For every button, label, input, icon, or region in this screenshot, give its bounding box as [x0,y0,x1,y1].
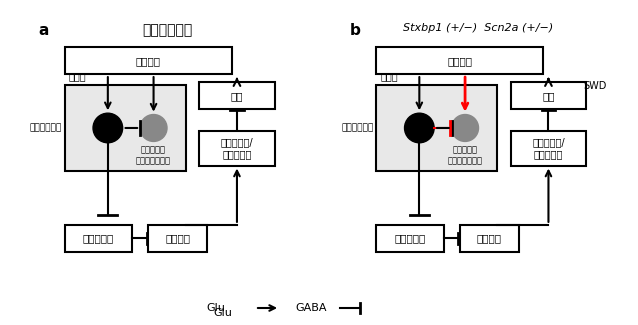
Circle shape [93,113,122,143]
Text: 視床: 視床 [542,91,554,101]
Text: 視床下核: 視床下核 [165,233,190,243]
Text: a: a [38,23,48,38]
Text: GABA: GABA [295,303,327,313]
Text: Stxbp1 (+/−)  Scn2a (+/−): Stxbp1 (+/−) Scn2a (+/−) [403,23,554,33]
Bar [65,85,186,171]
Circle shape [140,114,167,141]
Text: 視床下核: 視床下核 [477,233,501,243]
Text: Glu: Glu [214,308,233,318]
Text: 淡蓒球外節: 淡蓒球外節 [83,233,114,243]
Bar [460,225,519,252]
Bar [199,82,274,109]
Text: SWD: SWD [583,81,607,91]
Text: 淡蓒球外節: 淡蓒球外節 [394,233,426,243]
Text: 大脳皮質: 大脳皮質 [447,56,472,66]
Bar [65,47,232,74]
Text: 高頻度発火
抑制性神経細胞: 高頻度発火 抑制性神経細胞 [448,146,482,165]
Bar [199,131,274,166]
Bar [376,47,543,74]
Text: Glu: Glu [206,303,225,313]
Text: 中型有棘細胞: 中型有棘細胞 [30,124,62,133]
Text: 線条体: 線条体 [69,71,87,81]
Circle shape [404,113,434,143]
Text: 視床: 視床 [231,91,243,101]
Bar [376,225,443,252]
Bar [376,85,498,171]
Text: 線条体: 線条体 [380,71,398,81]
Text: 高頻度発火
抑制性神経細胞: 高頻度発火 抑制性神経細胞 [136,146,171,165]
Text: 野生型マウス: 野生型マウス [142,23,192,37]
Bar [511,82,586,109]
Bar [148,225,207,252]
Text: b: b [350,23,360,38]
Bar [65,225,132,252]
Circle shape [452,114,478,141]
Text: 中型有棘細胞: 中型有棘細胞 [341,124,374,133]
Text: 大脳皮質: 大脳皮質 [136,56,161,66]
Text: 淡蓒球内節/
黒質網様部: 淡蓒球内節/ 黒質網様部 [532,137,565,159]
Bar [511,131,586,166]
Text: 淡蓒球内節/
黒質網様部: 淡蓒球内節/ 黒質網様部 [221,137,253,159]
